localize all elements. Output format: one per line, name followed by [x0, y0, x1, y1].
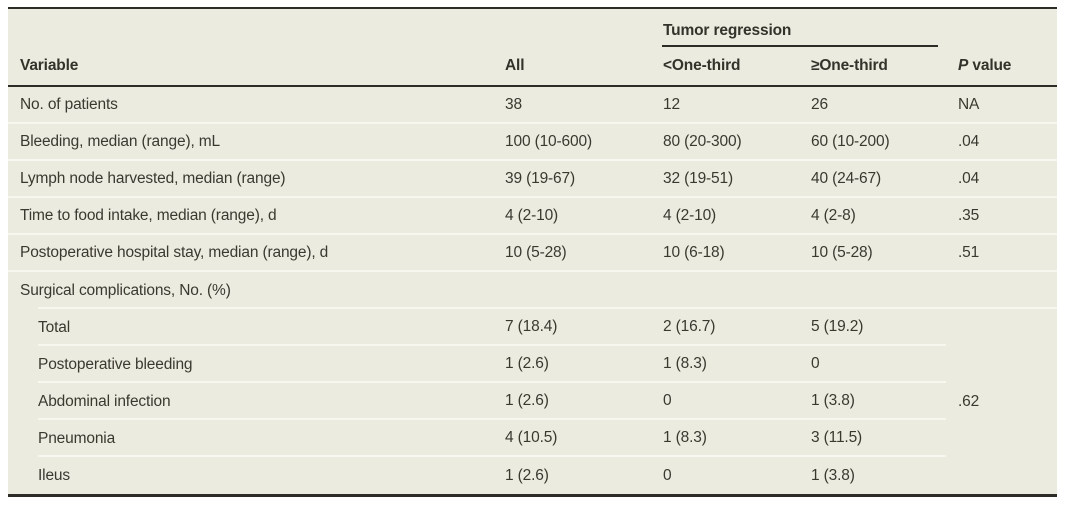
p-value-rest: value — [968, 57, 1012, 74]
col-header-ge-one-third: ≥One-third — [799, 47, 947, 87]
outcomes-table: Tumor regression Variable All <One-third… — [8, 7, 1058, 497]
cell-ge-one-third: 10 (5-28) — [799, 235, 947, 272]
row-label: No. of patients — [8, 87, 493, 124]
cell-lt-one-third: 32 (19-51) — [651, 161, 799, 198]
table-row-surgical-complications-no: Surgical complications, No. (%) — [8, 272, 1058, 309]
p-value-italic-p: P — [958, 57, 969, 74]
cell-lt-one-third: 2 (16.7) — [651, 309, 799, 346]
table-row-postoperative-bleeding: Postoperative bleeding 1 (2.6) 1 (8.3) 0 — [8, 346, 1057, 383]
cell-ge-one-third: 60 (10-200) — [799, 124, 947, 161]
cell-p-value: .04 — [946, 161, 1058, 198]
row-label: Total — [8, 309, 493, 346]
cell-lt-one-third: 12 — [651, 87, 799, 124]
spanner-row: Tumor regression — [8, 9, 1057, 47]
cell-all: 7 (18.4) — [493, 309, 651, 346]
spanner-spacer-pvalue — [946, 9, 1057, 47]
cell-ge-one-third: 1 (3.8) — [799, 383, 947, 420]
table-row-postoperative-hospital-stay-median-range-d: Postoperative hospital stay, median (ran… — [8, 235, 1058, 272]
cell-ge-one-third: 1 (3.8) — [811, 466, 855, 484]
cell-all: 10 (5-28) — [493, 235, 651, 272]
cell-p-value: NA — [946, 87, 1058, 124]
cell-p-value: .35 — [946, 198, 1058, 235]
row-label: Pneumonia — [8, 420, 493, 457]
cell-ge-one-third: 40 (24-67) — [799, 161, 947, 198]
col-header-lt-one-third: <One-third — [651, 47, 799, 87]
table-row-bleeding-median-range-ml: Bleeding, median (range), mL 100 (10-600)… — [8, 124, 1058, 161]
table-row-lymph-node-harvested-median-range: Lymph node harvested, median (range) 39 (… — [8, 161, 1058, 198]
cell-ge-one-third: 5 (19.2) — [799, 309, 947, 346]
table-row-abdominal-infection: Abdominal infection 1 (2.6) 0 1 (3.8) — [8, 383, 1057, 420]
cell-lt-one-third: 0 — [651, 383, 799, 420]
spanner-cell: Tumor regression — [651, 9, 946, 47]
cell-all — [493, 272, 651, 309]
cell-lt-one-third: 0 — [663, 466, 672, 484]
cell-all: 1 (2.6) — [493, 383, 651, 420]
table-row-pneumonia: Pneumonia 4 (10.5) 1 (8.3) 3 (11.5) — [8, 420, 1057, 457]
row-label: Ileus — [38, 466, 70, 484]
cell-all: 4 (10.5) — [493, 420, 651, 457]
table-row-no-of-patients: No. of patients 38 12 26 NA — [8, 87, 1058, 124]
cell-ge-one-third: 3 (11.5) — [799, 420, 947, 457]
cell-all: 100 (10-600) — [493, 124, 651, 161]
cell-p-value — [946, 272, 1058, 309]
column-header-row: Variable All <One-third ≥One-third P val… — [8, 47, 1058, 87]
row-label: Lymph node harvested, median (range) — [8, 161, 493, 198]
cell-all: 38 — [493, 87, 651, 124]
spanner-tumor-regression: Tumor regression — [662, 22, 939, 47]
row-label: Time to food intake, median (range), d — [8, 198, 493, 235]
spanner-spacer-all — [493, 9, 651, 47]
col-header-p-value: P value — [946, 47, 1058, 87]
cell-all: 39 (19-67) — [493, 161, 651, 198]
cell-ge-one-third — [799, 272, 947, 309]
cell-lt-one-third: 4 (2-10) — [651, 198, 799, 235]
cell-lt-one-third: 1 (8.3) — [651, 420, 799, 457]
cell-all: 4 (2-10) — [493, 198, 651, 235]
table-row-ileus: Ileus 1 (2.6) 0 1 (3.8) — [8, 457, 1057, 494]
row-label: Postoperative hospital stay, median (ran… — [8, 235, 493, 272]
row-label: Abdominal infection — [8, 383, 493, 420]
cell-all: 1 (2.6) — [493, 346, 651, 383]
cell-ge-one-third: 0 — [799, 346, 947, 383]
row-label: Surgical complications, No. (%) — [8, 272, 493, 309]
cell-lt-one-third: 1 (8.3) — [651, 346, 799, 383]
p-value-span-cell: .62 — [958, 392, 980, 410]
cell-ge-one-third: 26 — [799, 87, 947, 124]
cell-lt-one-third: 10 (6-18) — [651, 235, 799, 272]
cell-all: 1 (2.6) — [505, 466, 549, 484]
cell-p-value: .51 — [946, 235, 1058, 272]
cell-lt-one-third: 80 (20-300) — [651, 124, 799, 161]
cell-lt-one-third — [651, 272, 799, 309]
cell-ge-one-third: 4 (2-8) — [799, 198, 947, 235]
spanner-spacer-variable — [8, 9, 493, 47]
row-label: Postoperative bleeding — [8, 346, 493, 383]
table-row-total: Total 7 (18.4) 2 (16.7) 5 (19.2) .62 — [8, 309, 1057, 410]
data-table: Tumor regression Variable All <One-third… — [8, 9, 1058, 494]
col-header-variable: Variable — [8, 47, 493, 87]
table-body: No. of patients 38 12 26 NA Bleeding, median … — [8, 87, 1058, 494]
table-header: Tumor regression Variable All <One-third… — [8, 9, 1058, 87]
cell-p-value: .04 — [946, 124, 1058, 161]
col-header-all: All — [493, 47, 651, 87]
row-label: Bleeding, median (range), mL — [8, 124, 493, 161]
